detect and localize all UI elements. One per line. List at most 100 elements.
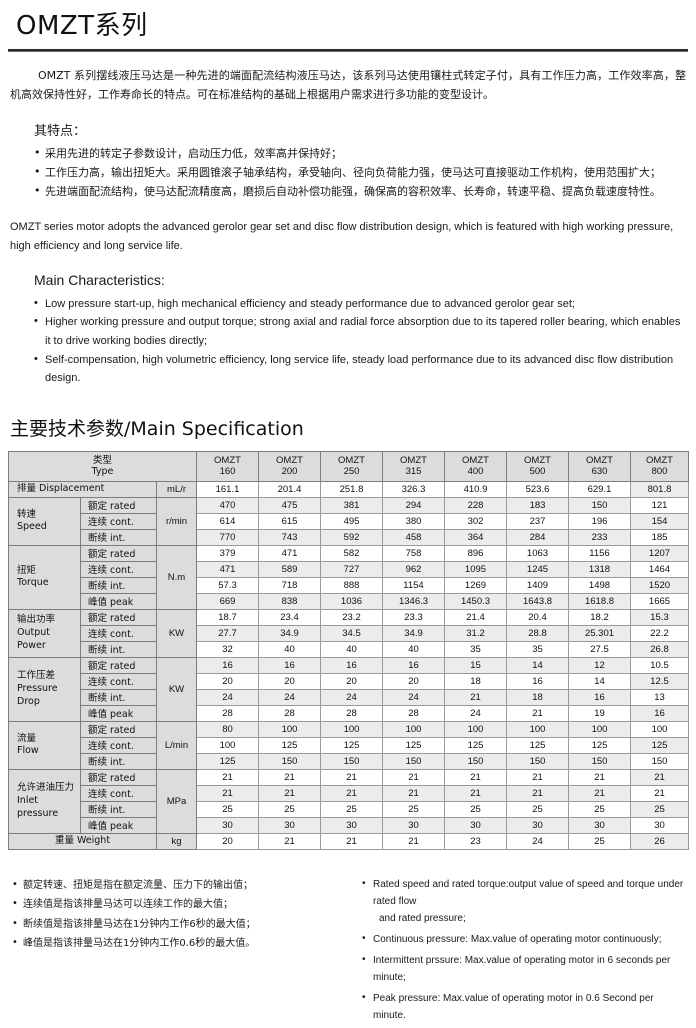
table-cell: 896 xyxy=(444,544,507,562)
table-cell: 30 xyxy=(382,816,445,834)
table-cell: 1095 xyxy=(444,560,507,578)
table-row: 断续 int. 32 40 40 40 35 35 27.5 26.8 xyxy=(9,640,689,658)
table-cell: 21 xyxy=(320,832,383,850)
table-cell: 592 xyxy=(320,528,383,546)
table-cell: 30 xyxy=(568,816,631,834)
unit-cell: KW xyxy=(156,656,197,722)
table-cell: 40 xyxy=(258,640,321,658)
table-cell: 410.9 xyxy=(444,480,507,498)
table-cell: 1346.3 xyxy=(382,592,445,610)
table-cell: 27.7 xyxy=(196,624,259,642)
table-cell: 31.2 xyxy=(444,624,507,642)
table-cell: 25 xyxy=(382,800,445,818)
table-cell: 284 xyxy=(506,528,569,546)
group-label-pressure-drop: 工作压差 Pressure Drop xyxy=(8,656,81,722)
table-row: 连续 cont. 614 615 495 380 302 237 196 154 xyxy=(9,512,689,530)
table-cell: 1154 xyxy=(382,576,445,594)
table-cell: 21 xyxy=(320,768,383,786)
table-cell: 302 xyxy=(444,512,507,530)
table-cell: 28 xyxy=(382,704,445,722)
unit-cell: KW xyxy=(156,608,197,658)
footnote-item: Peak pressure: Max.value of operating mo… xyxy=(362,989,684,1024)
table-cell: 24 xyxy=(320,688,383,706)
table-cell: 228 xyxy=(444,496,507,514)
sub-row-label: 断续 int. xyxy=(80,800,157,818)
sub-row-label: 连续 cont. xyxy=(80,512,157,530)
model-header-250: OMZT 250 xyxy=(320,450,383,482)
table-cell: 20 xyxy=(382,672,445,690)
table-cell: 34.9 xyxy=(382,624,445,642)
table-cell: 23 xyxy=(444,832,507,850)
row-label-weight: 重量 Weight xyxy=(8,832,157,850)
table-row: 峰值 peak 669 838 1036 1346.3 1450.3 1643.8 1618.… xyxy=(9,592,689,610)
footnote-item: 断续值是指该排量马达在1分钟内工作6秒的最大值； xyxy=(12,914,348,935)
sub-row-label: 连续 cont. xyxy=(80,672,157,690)
group-label-flow: 流量 Flow xyxy=(8,720,81,770)
sub-row-label: 峰值 peak xyxy=(80,592,157,610)
table-cell: 125 xyxy=(444,736,507,754)
table-row: 连续 cont. 21 21 21 21 21 21 21 21 xyxy=(9,784,689,802)
table-cell: 962 xyxy=(382,560,445,578)
table-cell: 100 xyxy=(382,720,445,738)
table-cell: 34.5 xyxy=(320,624,383,642)
table-cell: 24 xyxy=(506,832,569,850)
table-cell: 125 xyxy=(506,736,569,754)
table-cell: 1498 xyxy=(568,576,631,594)
table-cell: 1318 xyxy=(568,560,631,578)
page-title: OMZT系列 xyxy=(16,11,148,41)
table-cell: 888 xyxy=(320,576,383,594)
table-cell: 1207 xyxy=(630,544,689,562)
sub-row-label: 额定 rated xyxy=(80,768,157,786)
table-cell: 21 xyxy=(196,784,259,802)
table-cell: 20.4 xyxy=(506,608,569,626)
table-cell: 40 xyxy=(320,640,383,658)
footnote-item: 连续值是指该排量马达可以连续工作的最大值； xyxy=(12,894,348,915)
table-cell: 233 xyxy=(568,528,631,546)
unit-cell: kg xyxy=(156,832,197,850)
sub-row-label: 峰值 peak xyxy=(80,816,157,834)
footnote-item: Continuous pressure: Max.value of operat… xyxy=(362,930,684,948)
table-cell: 14 xyxy=(506,656,569,674)
table-cell: 21 xyxy=(568,768,631,786)
table-cell: 100 xyxy=(444,720,507,738)
table-cell: 100 xyxy=(506,720,569,738)
sub-row-label: 断续 int. xyxy=(80,576,157,594)
table-cell: 32 xyxy=(196,640,259,658)
unit-cell: MPa xyxy=(156,768,197,834)
footnote-item: Rated speed and rated torque:output valu… xyxy=(362,875,684,927)
table-cell: 19 xyxy=(568,704,631,722)
unit-cell: r/min xyxy=(156,496,197,546)
model-header-500: OMZT 500 xyxy=(506,450,569,482)
table-cell: 379 xyxy=(196,544,259,562)
table-row: 连续 cont. 471 589 727 962 1095 1245 1318 1464 xyxy=(9,560,689,578)
table-cell: 21 xyxy=(506,704,569,722)
specification-heading: 主要技术参数/Main Specification xyxy=(10,417,304,440)
table-cell: 589 xyxy=(258,560,321,578)
table-cell: 21 xyxy=(444,768,507,786)
table-cell: 1665 xyxy=(630,592,689,610)
table-cell: 15 xyxy=(444,656,507,674)
table-row: 流量 Flow 额定 rated L/min 80 100 100 100 100 100 100 1… xyxy=(8,720,689,770)
table-cell: 23.3 xyxy=(382,608,445,626)
table-cell: 12.5 xyxy=(630,672,689,690)
table-cell: 121 xyxy=(630,496,689,514)
table-cell: 25 xyxy=(568,832,631,850)
table-cell: 201.4 xyxy=(258,480,321,498)
sub-row-label: 连续 cont. xyxy=(80,560,157,578)
specification-table: 类型 Type OMZT 160 OMZT 200 OMZT 250 OMZT 315 OMZT 40… xyxy=(8,450,689,850)
table-cell: 364 xyxy=(444,528,507,546)
table-row: 扭矩 Torque 额定 rated N.m 379 471 582 758 896 1063 11… xyxy=(8,544,689,610)
list-item: Self-compensation, high volumetric effic… xyxy=(34,350,686,388)
table-cell: 161.1 xyxy=(196,480,259,498)
characteristics-list-en: Low pressure start-up, high mechanical e… xyxy=(34,294,686,388)
list-item: 采用先进的转定子参数设计，启动压力低，效率高并保持好； xyxy=(34,144,686,164)
table-cell: 23.2 xyxy=(320,608,383,626)
table-cell: 1036 xyxy=(320,592,383,610)
table-cell: 15.3 xyxy=(630,608,689,626)
table-cell: 21 xyxy=(196,768,259,786)
table-cell: 16 xyxy=(196,656,259,674)
table-cell: 838 xyxy=(258,592,321,610)
table-cell: 35 xyxy=(506,640,569,658)
table-cell: 28 xyxy=(258,704,321,722)
table-cell: 28 xyxy=(320,704,383,722)
